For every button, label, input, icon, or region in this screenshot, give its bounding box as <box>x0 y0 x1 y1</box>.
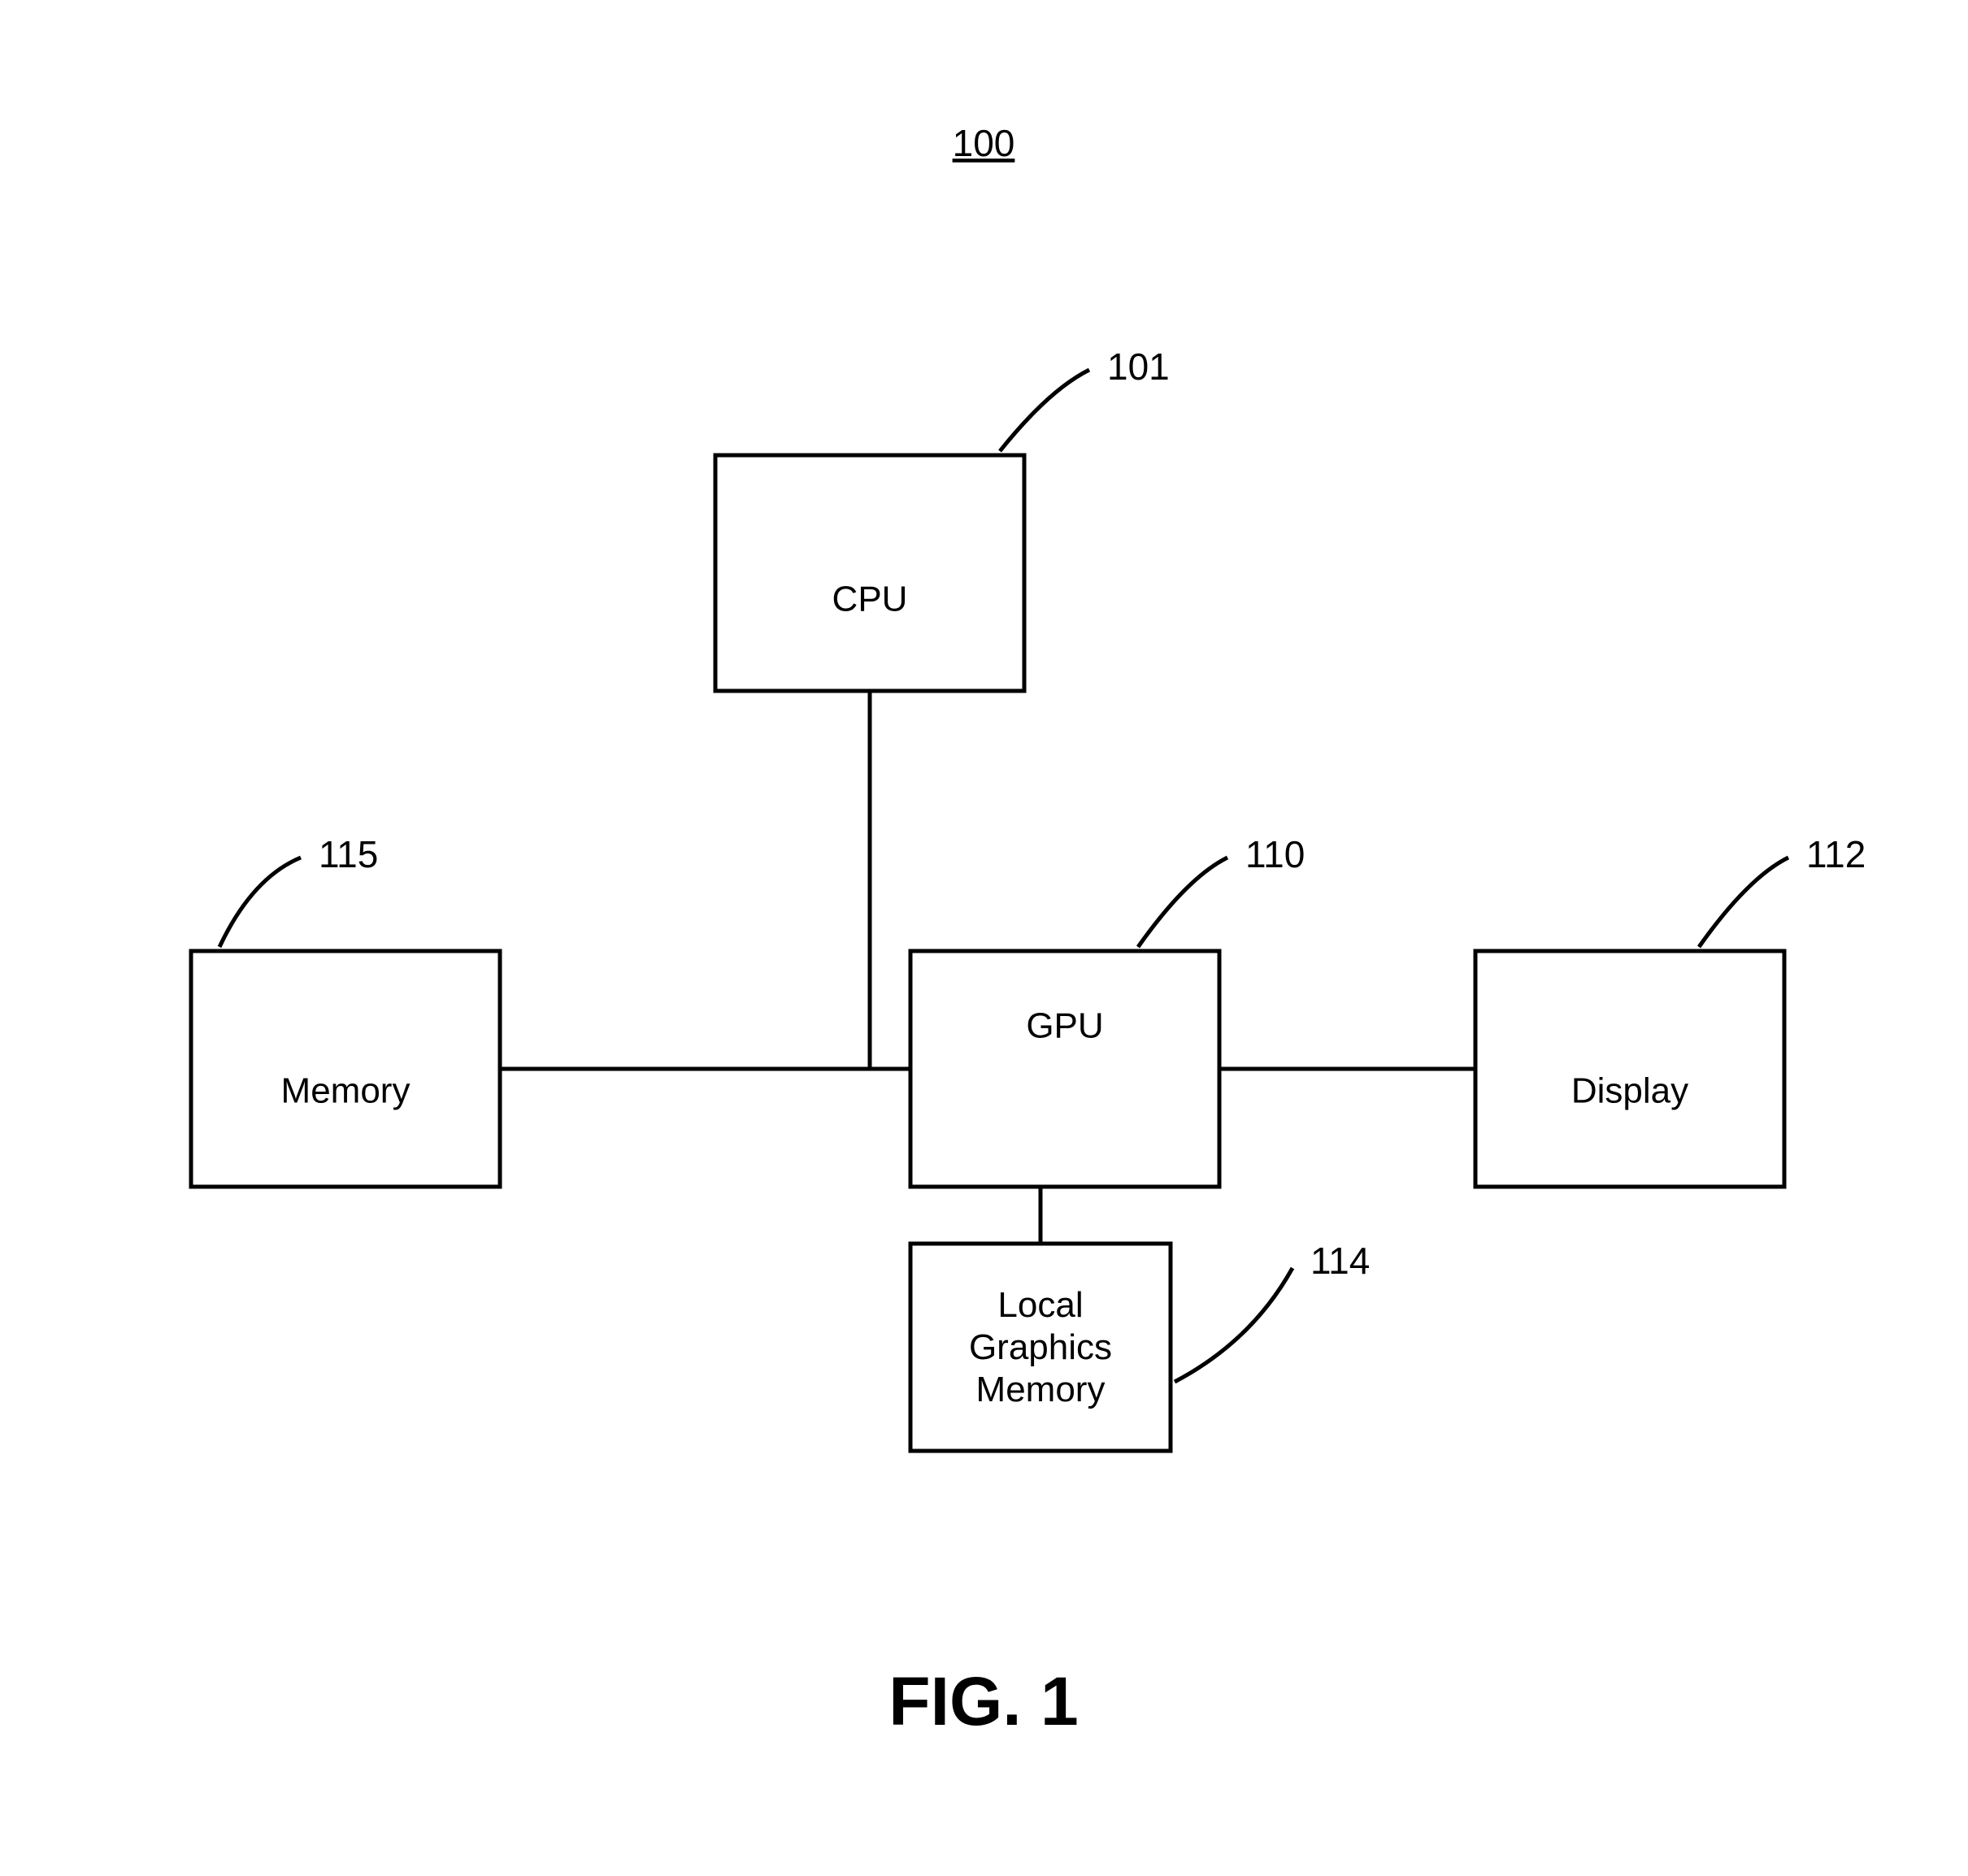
block-diagram: 100 CPU 101 Memory 115 GPU 110 Display 112 LocalG… <box>0 0 1968 1876</box>
block-cpu-rect <box>715 455 1024 691</box>
block-display-label: Display <box>1571 1071 1688 1111</box>
block-cpu-label: CPU <box>832 580 908 619</box>
block-cpu: CPU 101 <box>715 345 1170 691</box>
block-lgm: LocalGraphicsMemory114 <box>910 1240 1370 1451</box>
block-gpu: GPU 110 <box>910 833 1305 1187</box>
block-display-ref: 112 <box>1806 833 1866 875</box>
block-memory: Memory 115 <box>191 833 500 1187</box>
block-memory-ref: 115 <box>319 833 378 875</box>
block-memory-rect <box>191 951 500 1187</box>
block-cpu-leader <box>1000 370 1089 451</box>
block-lgm-leader <box>1175 1268 1292 1382</box>
block-gpu-leader <box>1138 858 1227 947</box>
block-gpu-ref: 110 <box>1245 833 1305 875</box>
block-cpu-ref: 101 <box>1107 345 1170 388</box>
block-gpu-label: GPU <box>1026 1006 1103 1046</box>
block-display: Display 112 <box>1475 833 1866 1187</box>
figure-title: FIG. 1 <box>888 1663 1078 1739</box>
block-memory-label: Memory <box>281 1071 411 1111</box>
block-gpu-rect <box>910 951 1219 1187</box>
figure-reference-number: 100 <box>953 122 1015 164</box>
block-lgm-ref: 114 <box>1310 1240 1370 1282</box>
block-display-rect <box>1475 951 1784 1187</box>
block-memory-leader <box>219 858 301 947</box>
block-display-leader <box>1699 858 1788 947</box>
